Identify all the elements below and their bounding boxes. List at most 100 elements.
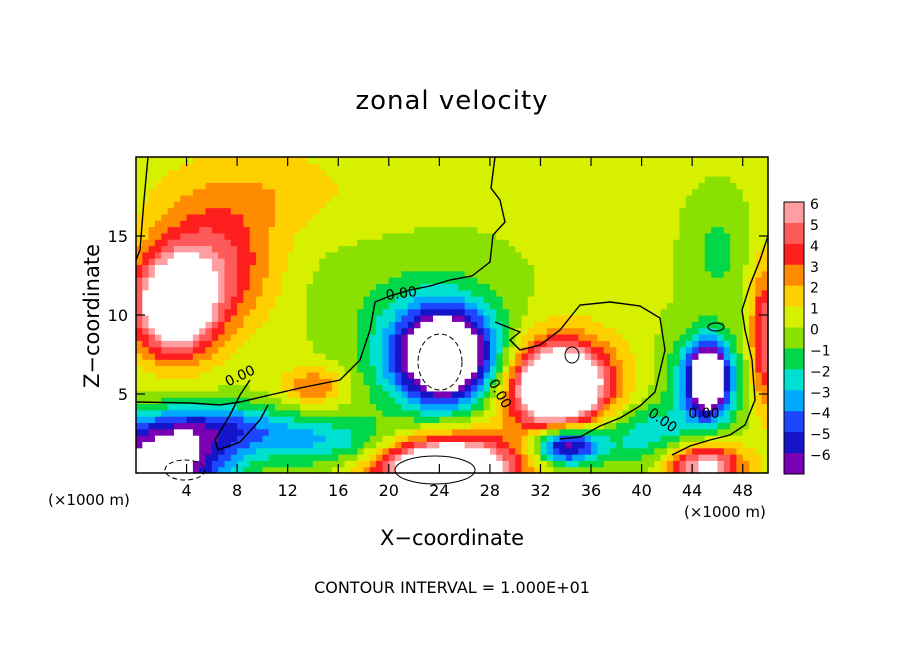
field-cell: [243, 340, 251, 348]
field-cell: [723, 270, 731, 278]
field-cell: [306, 239, 314, 247]
field-cell: [218, 441, 226, 449]
field-cell: [679, 378, 687, 386]
field-cell: [249, 251, 257, 259]
field-cell: [357, 277, 365, 284]
field-cell: [401, 232, 409, 240]
field-cell: [350, 213, 358, 221]
field-cell: [578, 277, 586, 284]
field-cell: [249, 333, 257, 341]
field-cell: [192, 378, 200, 386]
field-cell: [249, 409, 257, 417]
field-cell: [508, 270, 516, 278]
field-cell: [445, 359, 453, 367]
field-cell: [610, 435, 617, 442]
field-cell: [553, 315, 561, 322]
field-cell: [717, 163, 725, 171]
field-cell: [591, 466, 598, 474]
field-cell: [635, 365, 643, 373]
field-cell: [749, 289, 756, 297]
field-cell: [730, 289, 737, 297]
field-cell: [407, 321, 415, 329]
field-cell: [376, 283, 384, 291]
field-cell: [654, 403, 662, 411]
field-cell: [559, 409, 567, 417]
field-cell: [610, 466, 617, 474]
field-cell: [654, 327, 662, 335]
field-cell: [148, 201, 156, 209]
field-cell: [218, 435, 226, 442]
field-cell: [192, 289, 200, 297]
field-cell: [692, 371, 700, 379]
field-cell: [660, 270, 668, 278]
field-cell: [142, 327, 150, 335]
field-cell: [414, 371, 421, 379]
field-cell: [376, 435, 384, 442]
field-cell: [256, 175, 263, 183]
field-cell: [154, 346, 162, 354]
field-cell: [395, 384, 403, 392]
field-cell: [312, 163, 320, 171]
field-cell: [553, 245, 561, 253]
field-cell: [199, 416, 207, 424]
field-cell: [312, 447, 320, 455]
field-cell: [414, 460, 421, 468]
field-cell: [704, 213, 712, 221]
field-cell: [319, 378, 327, 386]
field-cell: [470, 435, 478, 442]
field-cell: [711, 403, 719, 411]
field-cell: [312, 403, 320, 411]
field-cell: [344, 169, 352, 177]
field-cell: [477, 397, 485, 405]
field-cell: [591, 264, 598, 272]
field-cell: [388, 245, 396, 253]
field-cell: [325, 321, 333, 329]
field-cell: [357, 270, 365, 278]
field-cell: [679, 466, 687, 474]
field-cell: [559, 277, 567, 284]
field-cell: [477, 188, 485, 196]
field-cell: [306, 226, 314, 234]
field-cell: [249, 157, 257, 164]
field-cell: [350, 169, 358, 177]
field-cell: [142, 390, 150, 398]
field-cell: [350, 289, 358, 297]
field-cell: [388, 239, 396, 247]
field-cell: [654, 175, 662, 183]
field-cell: [344, 346, 352, 354]
field-cell: [275, 352, 282, 360]
field-cell: [154, 182, 162, 190]
field-cell: [237, 460, 245, 468]
field-cell: [439, 441, 447, 449]
field-cell: [136, 182, 143, 190]
field-cell: [534, 327, 542, 335]
field-cell: [477, 283, 485, 291]
field-cell: [559, 428, 567, 436]
field-cell: [502, 422, 510, 430]
field-cell: [477, 226, 485, 234]
field-cell: [565, 182, 573, 190]
field-cell: [546, 289, 554, 297]
field-cell: [736, 371, 744, 379]
field-cell: [647, 327, 655, 335]
field-cell: [584, 302, 592, 310]
field-cell: [401, 327, 409, 335]
field-cell: [704, 403, 712, 411]
field-cell: [673, 239, 681, 247]
field-cell: [755, 207, 763, 215]
field-cell: [749, 333, 756, 341]
field-cell: [622, 460, 630, 468]
field-cell: [761, 441, 769, 449]
field-cell: [388, 308, 396, 316]
field-cell: [300, 384, 308, 392]
field-cell: [268, 346, 276, 354]
field-cell: [597, 169, 605, 177]
field-cell: [603, 365, 611, 373]
field-cell: [730, 397, 737, 405]
field-cell: [319, 365, 327, 373]
field-cell: [477, 359, 485, 367]
field-cell: [635, 384, 643, 392]
field-cell: [306, 258, 314, 266]
field-cell: [426, 460, 434, 468]
